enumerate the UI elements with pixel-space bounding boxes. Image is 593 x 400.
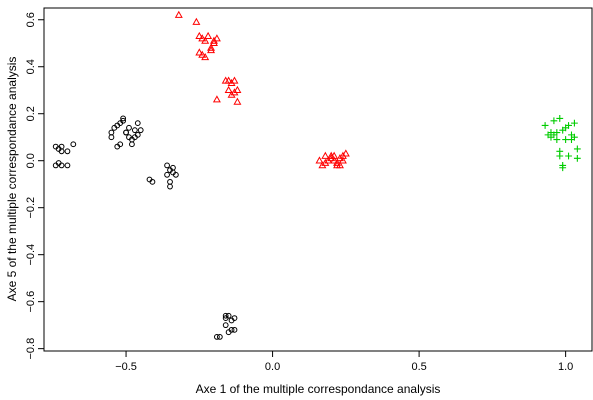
data-point-plus — [553, 136, 561, 143]
data-point-circle — [58, 143, 65, 150]
data-point-triangle — [230, 76, 239, 84]
data-point-plus — [550, 117, 558, 125]
data-point-circle — [108, 129, 115, 136]
y-tick-label: −0.6 — [25, 291, 37, 313]
data-point-plus — [556, 115, 564, 122]
x-tick-label: 0.0 — [265, 361, 280, 373]
data-point-circle — [222, 315, 229, 322]
data-point-circle — [58, 162, 65, 169]
data-point-circle — [120, 117, 127, 124]
data-point-circle — [114, 143, 121, 150]
data-point-circle — [170, 164, 176, 171]
data-point-circle — [131, 127, 138, 134]
data-point-triangle — [212, 34, 221, 42]
data-point-plus — [571, 119, 578, 127]
data-point-triangle — [207, 45, 216, 54]
data-point-triangle — [330, 151, 339, 159]
x-tick-label: 1.0 — [558, 361, 573, 373]
data-point-circle — [164, 162, 170, 169]
data-point-triangle — [224, 85, 233, 94]
data-point-circle — [64, 148, 71, 155]
data-point-triangle — [341, 149, 350, 157]
data-point-triangle — [198, 34, 207, 42]
y-tick-label: −0.4 — [25, 244, 37, 266]
data-point-circle — [120, 115, 127, 122]
data-point-triangle — [195, 31, 204, 40]
data-point-plus — [565, 152, 572, 160]
data-point-circle — [172, 171, 179, 178]
data-point-triangle — [198, 50, 207, 58]
data-point-plus — [562, 136, 570, 143]
data-point-triangle — [201, 36, 210, 44]
y-tick-label: 0.4 — [25, 59, 37, 74]
data-point-triangle — [315, 156, 324, 164]
x-axis-title: Axe 1 of the multiple correspondance ana… — [196, 382, 441, 396]
data-point-plus — [573, 154, 581, 162]
data-point-triangle — [212, 95, 221, 103]
data-point-circle — [129, 141, 135, 148]
y-tick-label: −0.2 — [25, 197, 37, 219]
y-tick-label: 0.2 — [25, 106, 37, 121]
x-axis: −0.5 0.0 0.5 1.0 — [115, 351, 573, 373]
data-point-circle — [222, 312, 229, 319]
data-point-triangle — [338, 156, 347, 164]
y-axis: −0.8 −0.6 −0.4 −0.2 0.0 0.2 0.4 0.6 — [25, 12, 44, 360]
data-point-triangle — [335, 161, 344, 169]
data-point-circle — [167, 178, 173, 185]
data-point-plus — [541, 122, 549, 129]
y-tick-label: 0.6 — [25, 12, 37, 27]
data-point-circle — [123, 129, 129, 136]
data-point-circle — [228, 326, 235, 333]
x-tick-label: −0.5 — [115, 361, 137, 373]
data-point-plus — [571, 133, 578, 141]
data-point-triangle — [204, 31, 213, 40]
data-point-plus — [556, 152, 564, 160]
data-point-circle — [149, 178, 156, 185]
data-point-circle — [52, 162, 59, 169]
data-point-circle — [134, 120, 141, 127]
data-point-triangle — [321, 151, 330, 159]
plot-frame — [43, 7, 593, 352]
data-point-triangle — [207, 43, 216, 51]
y-tick-label: −0.8 — [25, 338, 37, 360]
data-point-circle — [108, 134, 115, 141]
data-point-plus — [573, 145, 581, 153]
data-point-triangle — [333, 158, 342, 166]
data-point-triangle — [195, 48, 204, 56]
data-point-circle — [231, 326, 238, 333]
data-point-plus — [559, 162, 567, 169]
data-point-circle — [64, 162, 71, 169]
data-point-circle — [231, 315, 238, 322]
data-point-circle — [213, 334, 220, 340]
data-point-triangle — [201, 53, 210, 61]
data-point-circle — [164, 171, 170, 178]
data-point-triangle — [233, 97, 242, 105]
data-point-circle — [134, 131, 141, 138]
data-point-triangle — [233, 85, 242, 94]
data-point-triangle — [192, 17, 201, 25]
data-points — [52, 10, 581, 340]
y-tick-label: 0.0 — [25, 153, 37, 168]
data-point-circle — [167, 183, 173, 190]
data-point-triangle — [227, 90, 236, 98]
y-axis-title: Axe 5 of the multiple correspondance ana… — [5, 57, 19, 302]
data-point-circle — [70, 141, 77, 148]
data-point-plus — [550, 131, 558, 139]
data-point-circle — [222, 322, 229, 329]
x-tick-label: 0.5 — [411, 361, 426, 373]
data-point-triangle — [209, 36, 218, 44]
data-point-triangle — [174, 10, 183, 18]
data-point-circle — [126, 124, 132, 131]
data-point-circle — [216, 334, 223, 340]
data-point-plus — [565, 122, 572, 129]
data-point-triangle — [224, 76, 233, 84]
data-point-circle — [137, 127, 144, 134]
data-point-triangle — [321, 158, 330, 166]
